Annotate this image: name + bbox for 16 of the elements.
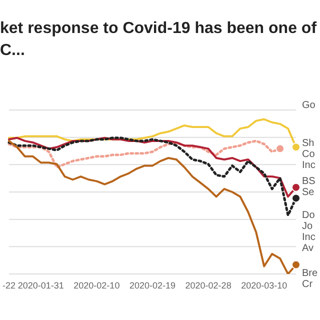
text: Go — [302, 100, 316, 111]
point — [292, 194, 300, 203]
x-tick-label: 2020-02-10 — [74, 280, 120, 290]
series-label: Sh Co Inc — [302, 138, 316, 171]
x-tick-label: 2020-03-10 — [241, 280, 288, 290]
x-tick-label: 2020-02-28 — [185, 280, 232, 290]
point — [292, 182, 300, 192]
point — [292, 142, 300, 152]
x-tick-label: 2020-02-19 — [129, 280, 176, 290]
series-label: Do Jo Inc Av — [302, 210, 316, 254]
x-tick-label: 2020-01-31 — [18, 280, 64, 290]
chart-title: ket response to Covid-19 has been one of C... — [0, 19, 318, 61]
x-tick-label: -22 — [2, 280, 16, 290]
point — [292, 260, 300, 270]
series-label: BS Se — [302, 176, 316, 198]
series-label: Bre Cr — [302, 268, 318, 290]
